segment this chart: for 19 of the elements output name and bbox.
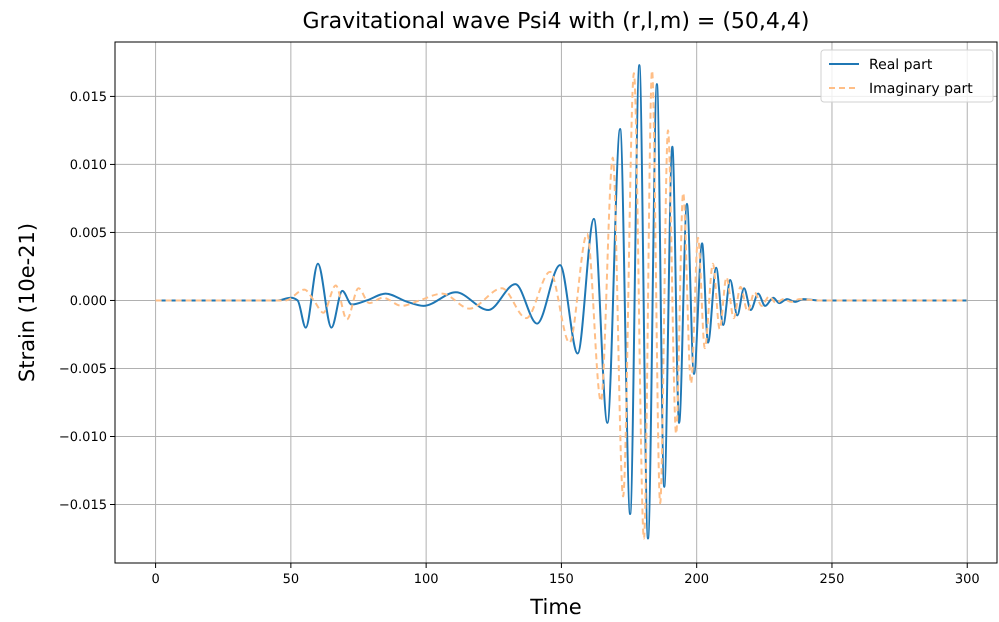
x-tick-label: 150	[548, 572, 574, 587]
x-tick-label: 250	[820, 572, 844, 587]
y-tick-label: 0.005	[70, 226, 107, 241]
y-tick-label: 0.015	[70, 90, 107, 105]
x-tick-label: 0	[151, 572, 160, 587]
x-axis-title: Time	[529, 595, 582, 619]
legend-label: Real part	[869, 57, 933, 73]
x-tick-label: 300	[954, 572, 980, 587]
legend-label: Imaginary part	[869, 81, 974, 97]
y-tick-label: −0.015	[58, 498, 107, 514]
y-tick-label: 0.010	[70, 158, 107, 173]
y-tick-label: 0.000	[70, 294, 107, 309]
x-tick-label: 100	[414, 572, 439, 587]
y-tick-label: −0.010	[58, 430, 107, 445]
y-tick-label: −0.005	[58, 362, 107, 377]
x-tick-label: 50	[282, 572, 300, 587]
y-axis-title: Strain (10e-21)	[15, 222, 39, 382]
chart-title: Gravitational wave Psi4 with (r,l,m) = (50,4,4)	[302, 9, 810, 34]
x-tick-label: 200	[684, 572, 710, 587]
